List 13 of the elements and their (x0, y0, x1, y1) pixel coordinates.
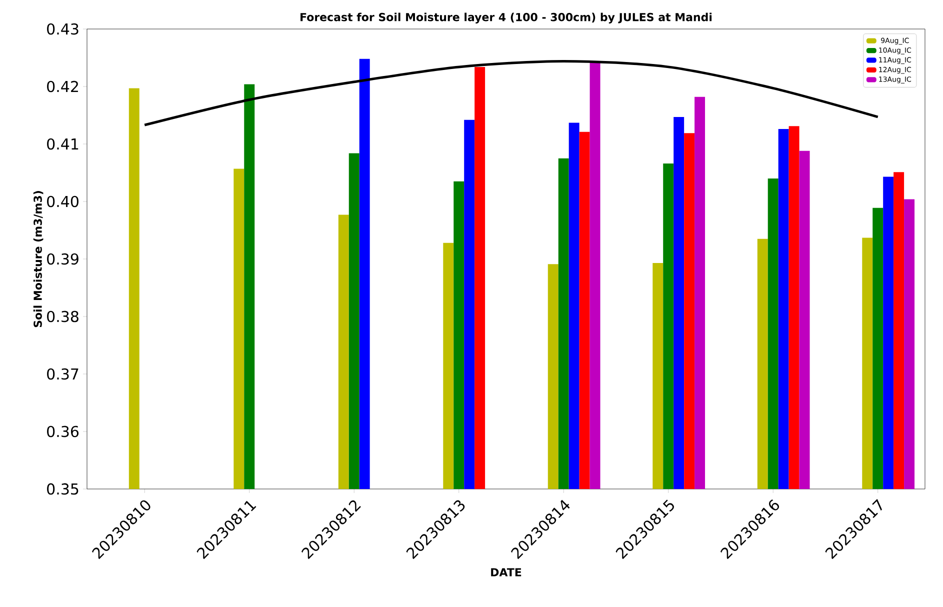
y-tick-label: 0.43 (47, 23, 78, 35)
y-tick-label: 0.42 (47, 80, 78, 92)
y-tick-label: 0.38 (47, 310, 78, 322)
y-tick-label: 0.41 (47, 138, 78, 150)
y-tick-label: 0.35 (47, 483, 78, 495)
y-tick-label: 0.36 (47, 426, 79, 438)
x-axis-title: DATE (491, 568, 522, 576)
line-series (143, 60, 880, 126)
y-axis-title: Soil Moisture (m3/m3) (33, 191, 44, 328)
chart-title: Forecast for Soil Moisture layer 4 (100 - 300cm) by JULES at Mandi (300, 12, 712, 24)
y-tick-label: 0.39 (47, 253, 78, 265)
y-tick-label: 0.40 (47, 196, 78, 208)
y-tick-label: 0.37 (47, 368, 78, 380)
